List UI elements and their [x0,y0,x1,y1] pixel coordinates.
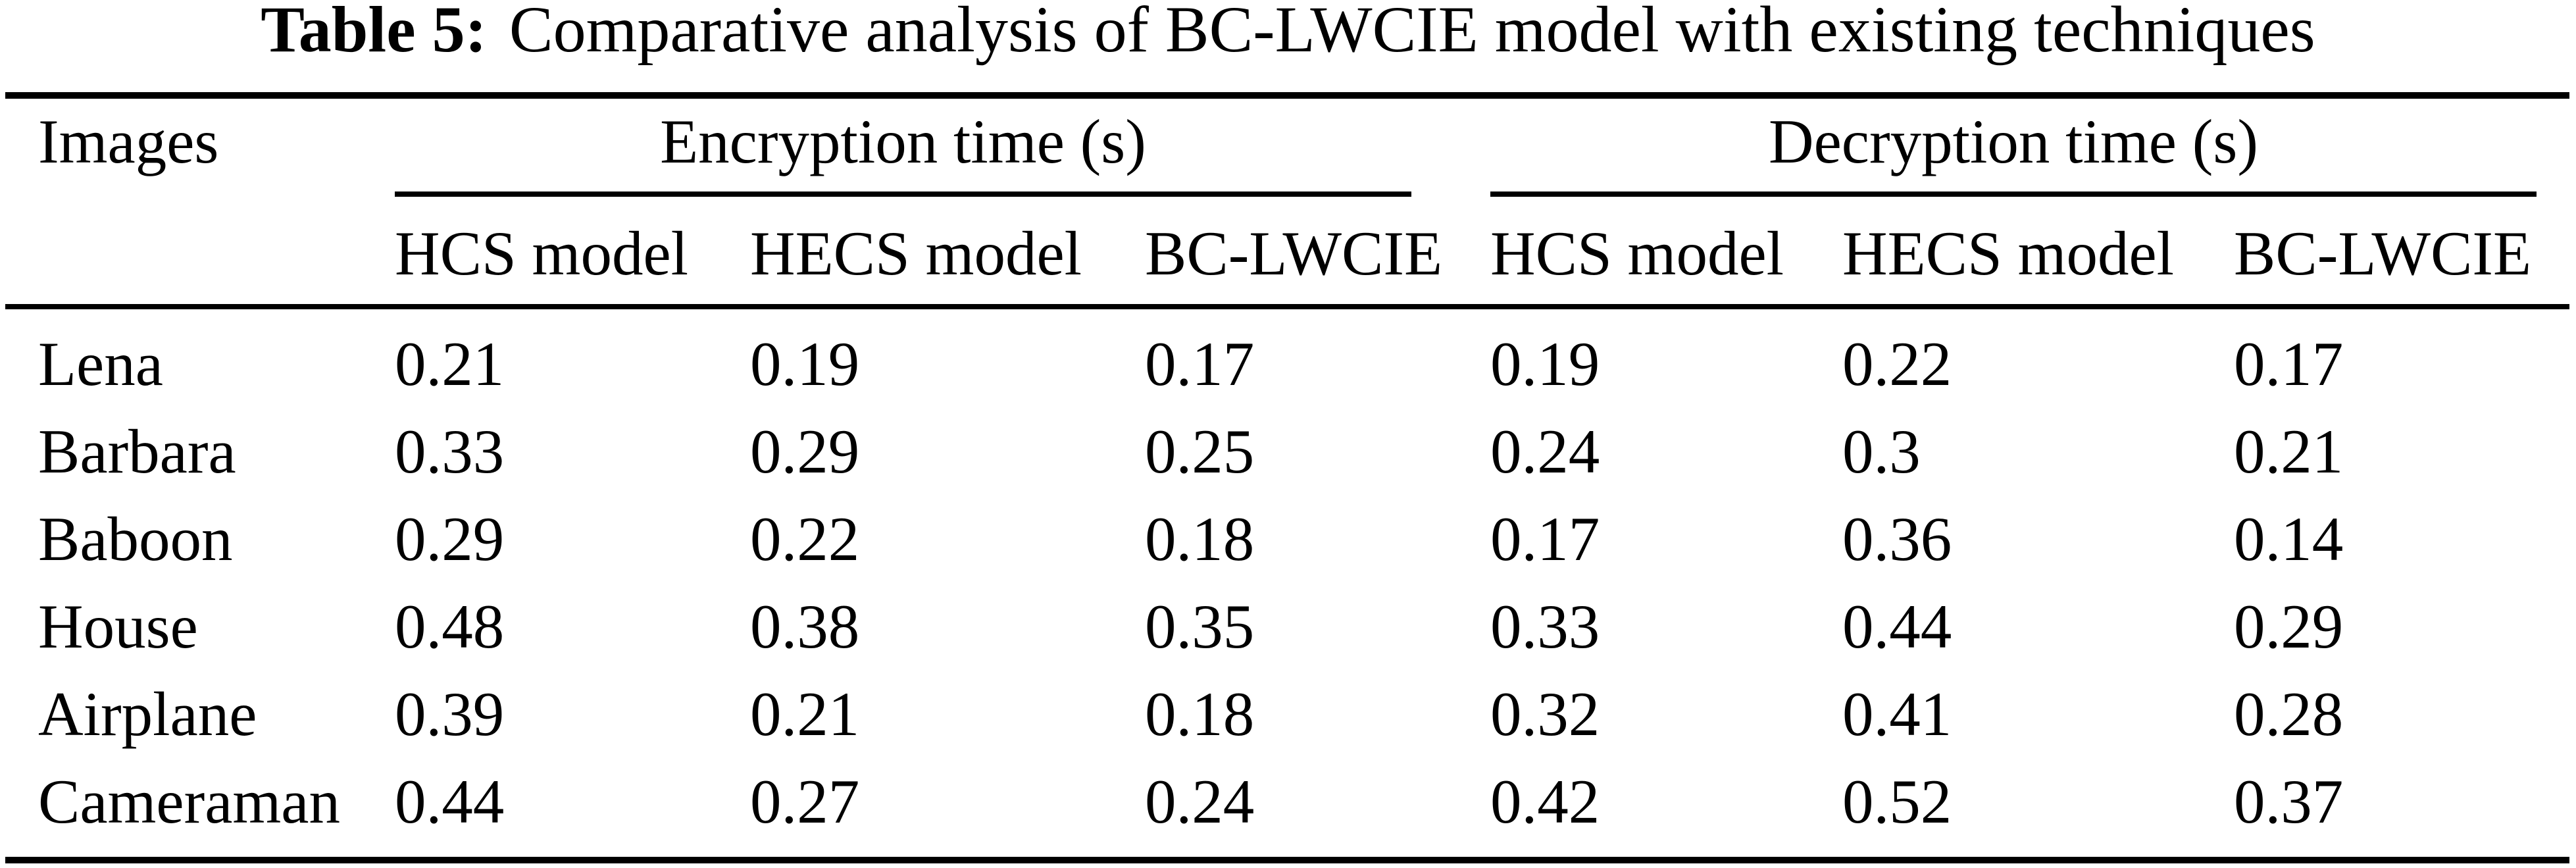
value-cell-dec-hecs: 0.36 [1842,504,1952,574]
value-cell-enc-bclwcie: 0.24 [1145,767,1255,836]
value-cell-dec-hecs: 0.3 [1842,417,1921,486]
value-cell-dec-hcs: 0.19 [1490,329,1600,399]
value-cell-dec-hecs: 0.41 [1842,679,1952,749]
table-caption-label: Table 5: [261,0,487,66]
table-row: House 0.48 0.38 0.35 0.33 0.44 0.29 [0,583,2576,671]
value-cell-dec-hcs: 0.17 [1490,504,1600,574]
subheader-decryption-hcs-model: HCS model [1490,218,1784,288]
table-row: Airplane 0.39 0.21 0.18 0.32 0.41 0.28 [0,671,2576,758]
row-label: House [38,592,198,661]
value-cell-dec-bclwcie: 0.28 [2234,679,2344,749]
value-cell-enc-hecs: 0.27 [750,767,860,836]
value-cell-enc-bclwcie: 0.35 [1145,592,1255,661]
table-row: Baboon 0.29 0.22 0.18 0.17 0.36 0.14 [0,496,2576,583]
value-cell-enc-hecs: 0.22 [750,504,860,574]
value-cell-dec-bclwcie: 0.21 [2234,417,2344,486]
subheader-decryption-hecs-model: HECS model [1842,218,2175,288]
header-body-rule [5,304,2569,309]
column-header-images: Images [38,107,219,176]
subheader-decryption-bc-lwcie: BC-LWCIE [2234,218,2532,288]
subheader-encryption-hecs-model: HECS model [750,218,1082,288]
table-row: Lena 0.21 0.19 0.17 0.19 0.22 0.17 [0,320,2576,408]
value-cell-enc-hcs: 0.48 [395,592,505,661]
value-cell-dec-hecs: 0.44 [1842,592,1952,661]
value-cell-enc-hecs: 0.29 [750,417,860,486]
value-cell-dec-bclwcie: 0.14 [2234,504,2344,574]
value-cell-enc-hcs: 0.44 [395,767,505,836]
value-cell-enc-hcs: 0.39 [395,679,505,749]
subheader-encryption-hcs-model: HCS model [395,218,689,288]
table-row: Cameraman 0.44 0.27 0.24 0.42 0.52 0.37 [0,758,2576,846]
value-cell-enc-hecs: 0.21 [750,679,860,749]
value-cell-enc-hcs: 0.33 [395,417,505,486]
decryption-group-rule [1490,191,2537,197]
table-caption-text: Comparative analysis of BC-LWCIE model w… [509,0,2315,66]
table-caption: Table 5: Comparative analysis of BC-LWCIE… [0,0,2576,67]
row-label: Cameraman [38,767,340,836]
value-cell-dec-hcs: 0.42 [1490,767,1600,836]
table-body: Lena 0.21 0.19 0.17 0.19 0.22 0.17 Barba… [0,310,2576,846]
row-label: Barbara [38,417,236,486]
value-cell-dec-hcs: 0.24 [1490,417,1600,486]
value-cell-enc-hecs: 0.38 [750,592,860,661]
value-cell-enc-hcs: 0.29 [395,504,505,574]
value-cell-enc-bclwcie: 0.17 [1145,329,1255,399]
value-cell-dec-hecs: 0.22 [1842,329,1952,399]
encryption-group-rule [395,191,1411,197]
value-cell-dec-hecs: 0.52 [1842,767,1952,836]
value-cell-dec-hcs: 0.33 [1490,592,1600,661]
value-cell-dec-hcs: 0.32 [1490,679,1600,749]
value-cell-dec-bclwcie: 0.17 [2234,329,2344,399]
row-label: Baboon [38,504,233,574]
value-cell-dec-bclwcie: 0.29 [2234,592,2344,661]
column-group-header-encryption-time: Encryption time (s) [660,107,1146,176]
column-group-header-decryption-time: Decryption time (s) [1769,107,2258,176]
bottom-rule [5,857,2569,863]
value-cell-enc-hecs: 0.19 [750,329,860,399]
value-cell-enc-bclwcie: 0.18 [1145,504,1255,574]
top-rule [5,92,2569,99]
value-cell-enc-bclwcie: 0.25 [1145,417,1255,486]
value-cell-enc-hcs: 0.21 [395,329,505,399]
subheader-encryption-bc-lwcie: BC-LWCIE [1145,218,1443,288]
row-label: Lena [38,329,163,399]
value-cell-dec-bclwcie: 0.37 [2234,767,2344,836]
row-label: Airplane [38,679,257,749]
value-cell-enc-bclwcie: 0.18 [1145,679,1255,749]
table-row: Barbara 0.33 0.29 0.25 0.24 0.3 0.21 [0,408,2576,496]
